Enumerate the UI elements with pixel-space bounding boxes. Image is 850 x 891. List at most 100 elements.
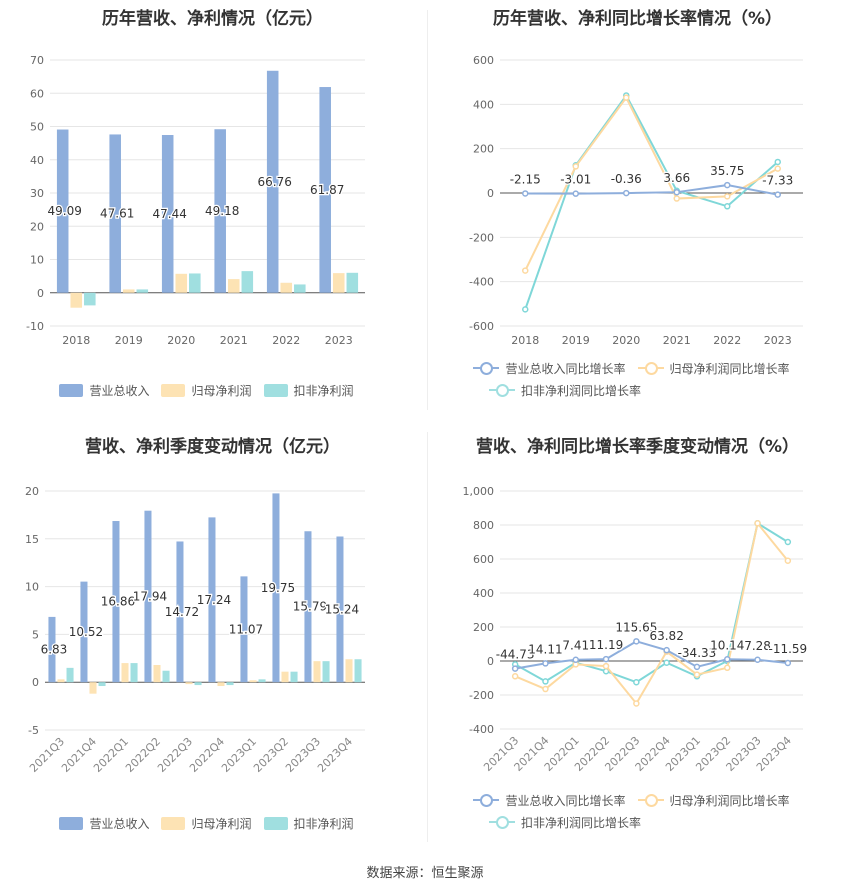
series-point (511, 665, 519, 672)
data-label: -11.59 (769, 642, 808, 656)
series-point (774, 165, 781, 172)
data-label: 115.65 (615, 620, 657, 634)
legend-item-net-profit[interactable]: 归母净利润 (161, 382, 252, 399)
y-tick-label: 50 (30, 121, 44, 134)
legend-item-net-profit[interactable]: 归母净利润 (161, 815, 252, 832)
legend-item-revenue-growth[interactable]: 营业总收入同比增长率 (473, 360, 626, 377)
legend-label: 扣非净利润 (293, 816, 354, 831)
bar-revenue (109, 134, 121, 293)
legend-label: 营业总收入同比增长率 (505, 793, 626, 808)
x-tick-label: 2022 (272, 334, 300, 347)
data-label: 7.28 (744, 639, 771, 653)
legend-item-deducted-growth[interactable]: 扣非净利润同比增长率 (489, 382, 641, 399)
legend-label: 营业总收入 (89, 383, 150, 398)
series-point (572, 163, 579, 170)
data-label: 15.24 (325, 602, 359, 616)
x-tick-label: 2023 (325, 334, 353, 347)
x-tick-label: 2019 (115, 334, 143, 347)
series-point (724, 664, 731, 672)
bar-revenue (56, 129, 69, 293)
y-tick-label: 0 (32, 676, 39, 689)
series-line-revenue-growth (525, 184, 778, 196)
series-point (784, 557, 792, 564)
bar-deducted-profit (226, 682, 234, 686)
legend-item-net-profit-growth[interactable]: 归母净利润同比增长率 (637, 792, 790, 809)
chart-title: 营收、净利同比增长率季度变动情况（%） (475, 437, 800, 457)
series-point (754, 520, 761, 527)
data-label: 49.09 (48, 204, 82, 218)
data-label: 14.72 (165, 605, 199, 619)
series-point (633, 700, 640, 707)
bar-deducted-profit (66, 667, 74, 683)
data-label: 11.07 (229, 622, 263, 636)
panel-divider-bottom (427, 432, 428, 842)
series-point (522, 267, 529, 274)
y-tick-label: 10 (30, 254, 44, 267)
data-label: 11.19 (589, 638, 623, 652)
chart-legend: 营业总收入同比增长率 归母净利润同比增长率 扣非净利润同比增长率 (425, 357, 850, 401)
bar-net-profit (175, 273, 188, 293)
x-tick-label: 2021 (220, 334, 248, 347)
bar-revenue (304, 531, 312, 683)
legend-label: 扣非净利润 (293, 383, 354, 398)
y-tick-label: 5 (32, 628, 39, 641)
bar-revenue (240, 576, 248, 683)
data-label: 66.76 (258, 175, 292, 189)
legend-item-revenue[interactable]: 营业总收入 (59, 815, 149, 832)
data-label: 47.61 (100, 207, 134, 221)
bar-revenue (112, 521, 120, 683)
bar-net-profit (217, 682, 225, 687)
data-label: -0.36 (611, 172, 642, 186)
data-label: 19.75 (261, 581, 295, 595)
series-point (522, 306, 529, 313)
legend-item-revenue-growth[interactable]: 营业总收入同比增长率 (473, 792, 626, 809)
bar-deducted-profit (84, 292, 96, 306)
x-tick-label: 2019 (562, 334, 590, 347)
series-point (724, 193, 731, 200)
bar-revenue (319, 87, 331, 293)
chart-legend: 营业总收入同比增长率 归母净利润同比增长率 扣非净利润同比增长率 (425, 789, 850, 833)
legend-label: 营业总收入 (89, 816, 150, 831)
bar-revenue (176, 541, 184, 683)
series-line-revenue-growth (514, 640, 788, 670)
series-line-deducted-growth (524, 93, 779, 310)
y-tick-label: 70 (30, 54, 44, 67)
x-tick-label: 2020 (167, 334, 195, 347)
y-tick-label: 200 (473, 621, 494, 634)
legend-item-deducted-growth[interactable]: 扣非净利润同比增长率 (489, 814, 641, 831)
y-tick-label: 400 (473, 98, 494, 111)
bar-net-profit (313, 661, 321, 683)
bar-revenue (80, 581, 88, 683)
series-point (663, 659, 670, 666)
legend-label: 扣非净利润同比增长率 (521, 815, 642, 830)
quarterly-growth-rate-chart: 营收、净利同比增长率季度变动情况（%） 1,000 800 600 400 200 0 -2… (425, 428, 850, 858)
bar-revenue (272, 493, 280, 683)
series-point (784, 538, 792, 546)
bar-deducted-profit (322, 661, 330, 683)
bar-net-profit (153, 664, 161, 683)
legend-label: 归母净利润同比增长率 (669, 793, 790, 808)
bar-revenue (266, 70, 279, 293)
chart-plot: 70 60 50 40 30 20 10 0 -10 2018 2019 2020 2021 2022 20… (26, 54, 365, 347)
series-point (511, 673, 519, 680)
series-point (724, 656, 731, 663)
y-tick-label: 10 (25, 581, 39, 594)
bar-net-profit (57, 679, 65, 683)
legend-item-revenue[interactable]: 营业总收入 (59, 382, 149, 399)
bar-net-profit (121, 663, 129, 683)
series-point (784, 659, 792, 667)
y-tick-label: -200 (469, 231, 494, 244)
legend-item-deducted-profit[interactable]: 扣非净利润 (263, 382, 354, 399)
data-label: -34.33 (678, 646, 717, 660)
y-tick-label: 1,000 (463, 485, 495, 498)
series-point (774, 158, 781, 166)
bar-revenue (214, 129, 226, 293)
data-label: 14.11 (528, 642, 562, 656)
legend-item-net-profit-growth[interactable]: 归母净利润同比增长率 (637, 360, 790, 377)
bar-net-profit (332, 273, 345, 293)
y-tick-label: 0 (487, 187, 494, 200)
series-point (572, 656, 579, 663)
legend-item-deducted-profit[interactable]: 扣非净利润 (263, 815, 354, 832)
y-tick-label: 600 (473, 54, 494, 67)
data-label: 7.41 (562, 639, 589, 653)
